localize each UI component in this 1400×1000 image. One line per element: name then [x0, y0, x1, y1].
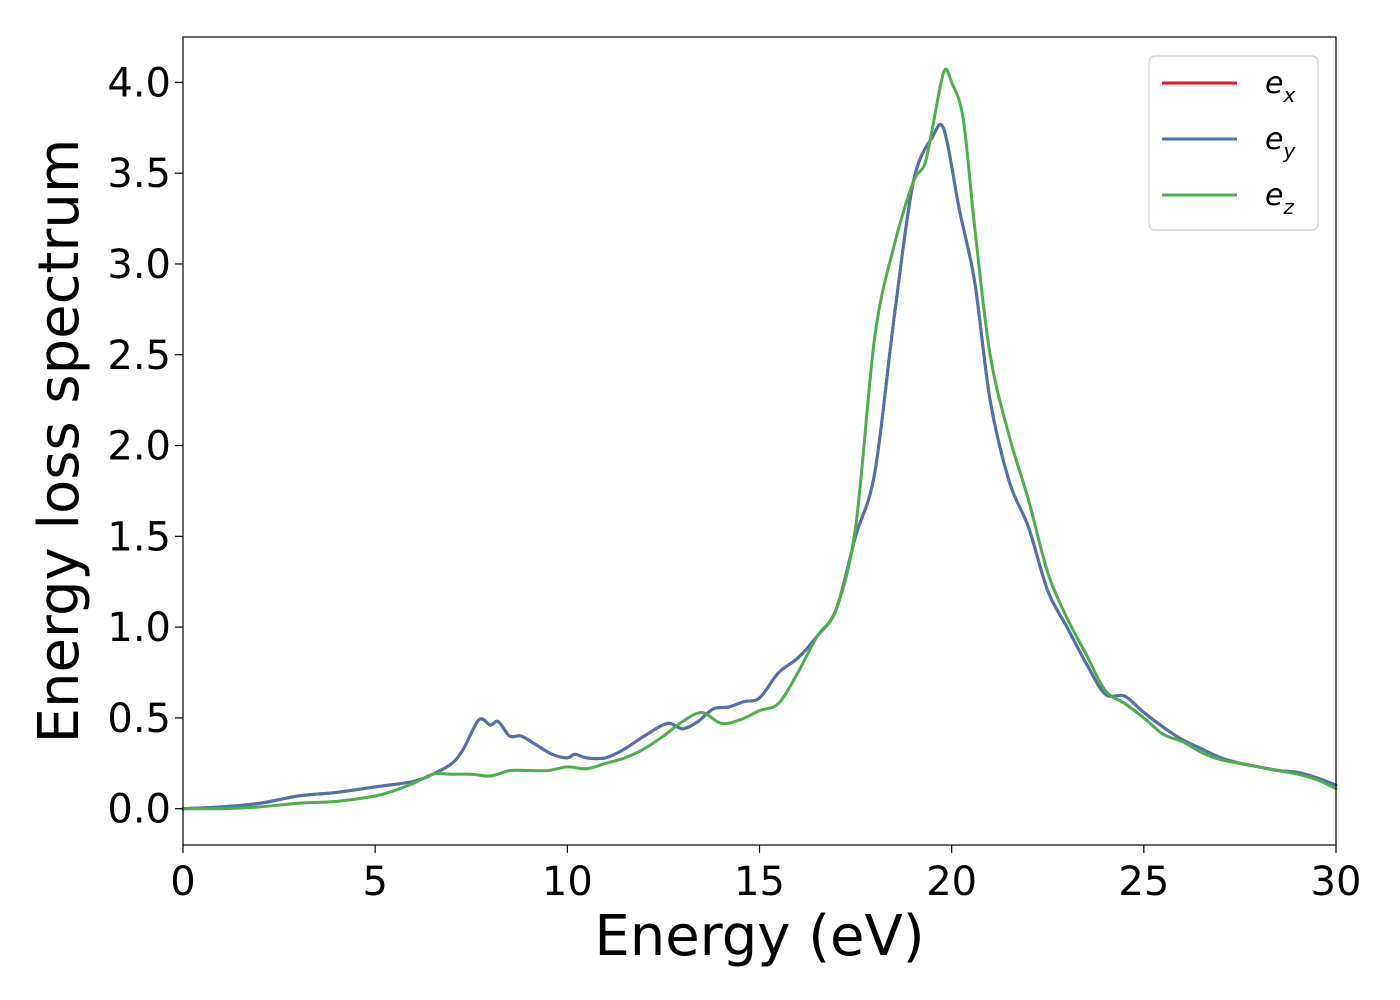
y-tick-label: 0.0	[107, 787, 171, 833]
x-tick-label: 30	[1311, 859, 1362, 905]
legend-label-x: ex	[1265, 66, 1295, 107]
y-tick-label: 3.0	[107, 242, 171, 288]
legend-label-z: ez	[1265, 178, 1294, 219]
y-tick-label: 1.5	[107, 514, 171, 560]
legend-box	[1148, 55, 1319, 231]
y-tick-label: 4.0	[107, 60, 171, 106]
x-tick-label: 20	[926, 859, 977, 905]
y-tick-label: 3.5	[107, 151, 171, 197]
y-axis-title: Energy loss spectrum	[27, 139, 92, 744]
series-line-z	[181, 67, 1338, 811]
y-tick-label: 2.5	[107, 333, 171, 379]
x-axis-title: Energy (eV)	[594, 904, 924, 969]
x-tick-label: 25	[1118, 859, 1169, 905]
y-tick-label: 1.0	[107, 605, 171, 651]
x-axis: 0 5 10 15 20 25 30	[170, 845, 1361, 905]
y-tick-label: 2.0	[107, 424, 171, 470]
x-tick-label: 0	[170, 859, 195, 905]
x-tick-label: 15	[734, 859, 785, 905]
y-tick-label: 0.5	[107, 696, 171, 742]
x-tick-label: 5	[362, 859, 387, 905]
legend-label-y: ey	[1265, 122, 1296, 163]
legend: ex ey ez	[1148, 55, 1319, 231]
series-layer	[181, 67, 1338, 811]
y-axis: 0.0 0.5 1.0 1.5 2.0 2.5 3.0 3.5 4.0	[107, 60, 183, 833]
series-line-y	[181, 123, 1338, 811]
x-tick-label: 10	[542, 859, 593, 905]
